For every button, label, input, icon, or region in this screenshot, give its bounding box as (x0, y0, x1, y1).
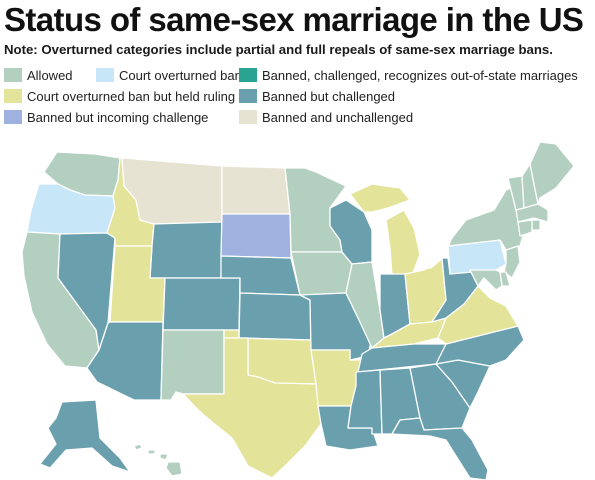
state-nc[interactable] (435, 325, 525, 367)
legend-label-court-overturned: Court overturned ban (119, 67, 242, 83)
state-fl[interactable] (391, 417, 489, 480)
state-hi-island-1[interactable] (133, 443, 143, 451)
legend-swatch-banned-challenged (239, 89, 257, 103)
legend-swatch-court-overturned (96, 68, 114, 82)
us-map-svg (21, 141, 575, 480)
legend-swatch-incoming-challenge (4, 110, 22, 124)
state-ak[interactable] (39, 399, 131, 473)
map-note: Note: Overturned categories include part… (4, 42, 553, 57)
state-sd[interactable] (220, 213, 292, 259)
legend-label-allowed: Allowed (27, 67, 73, 83)
state-hi-island-2[interactable] (147, 449, 157, 455)
legend-item-overturned-held: Court overturned ban but held ruling (4, 87, 235, 105)
legend-item-allowed: Allowed (4, 66, 73, 84)
state-ct[interactable] (517, 219, 533, 237)
legend-swatch-unchallenged (239, 110, 257, 124)
legend-item-banned-recognizes: Banned, challenged, recognizes out-of-st… (239, 66, 578, 84)
legend-item-banned-challenged: Banned but challenged (239, 87, 395, 105)
state-md[interactable] (469, 269, 503, 291)
legend-swatch-banned-recognizes (239, 68, 257, 82)
state-nm[interactable] (160, 329, 225, 401)
state-ia[interactable] (290, 251, 353, 296)
state-hi-island-4[interactable] (165, 461, 183, 477)
legend-item-court-overturned: Court overturned ban (96, 66, 242, 84)
us-map (0, 128, 595, 480)
legend-label-overturned-held: Court overturned ban but held ruling (27, 88, 236, 104)
state-ks[interactable] (238, 292, 312, 341)
lake-michigan (374, 216, 390, 266)
legend-label-banned-challenged: Banned but challenged (262, 88, 396, 104)
state-me[interactable] (529, 141, 575, 205)
page-title: Status of same-sex marriage in the US (4, 1, 584, 38)
state-hi-island-3[interactable] (159, 453, 169, 461)
legend-swatch-overturned-held (4, 89, 22, 103)
state-mi[interactable] (349, 183, 421, 277)
legend-item-incoming-challenge: Banned but incoming challenge (4, 108, 208, 126)
state-tx[interactable] (182, 337, 322, 479)
legend-swatch-allowed (4, 68, 22, 82)
lake-erie (424, 238, 452, 270)
legend-item-unchallenged: Banned and unchallenged (239, 108, 413, 126)
state-nd[interactable] (221, 165, 291, 215)
state-co[interactable] (162, 277, 241, 331)
legend: Allowed Court overturned ban Banned, cha… (4, 64, 594, 126)
state-nj[interactable] (503, 245, 521, 279)
state-ri[interactable] (531, 219, 541, 231)
legend-label-banned-recognizes: Banned, challenged, recognizes out-of-st… (262, 67, 578, 83)
legend-label-incoming-challenge: Banned but incoming challenge (27, 109, 209, 125)
legend-label-unchallenged: Banned and unchallenged (262, 109, 414, 125)
state-wy[interactable] (149, 221, 223, 279)
state-hi-group (133, 443, 183, 477)
